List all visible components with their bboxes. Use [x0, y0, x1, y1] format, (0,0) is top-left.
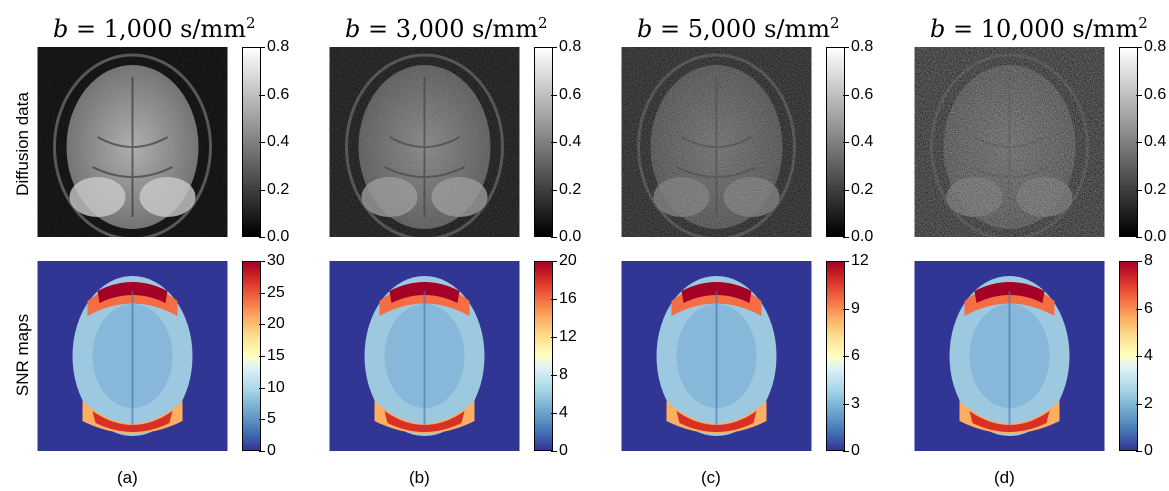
- colorbar-tick-label: 25: [259, 283, 285, 301]
- colorbar-tick-label: 0.6: [550, 85, 582, 103]
- colorbar-tick-label: 9: [843, 299, 860, 317]
- b-unit: s/mm: [172, 15, 247, 43]
- b-value: 3,000: [395, 15, 465, 43]
- snr-map-image: [37, 261, 228, 451]
- row-label-diffusion: Diffusion data: [13, 92, 32, 196]
- colorbar-tick-label: 0.6: [1135, 85, 1167, 103]
- column-title: b = 3,000 s/mm2: [345, 9, 548, 43]
- colorbar-tick-label: 4: [1136, 347, 1153, 364]
- colorbar-tick-label: 0.0: [550, 228, 582, 245]
- diffusion-image: [329, 47, 520, 237]
- colorbar-tick-label: 0.8: [550, 38, 582, 55]
- colorbar-tick-label: 0.4: [1135, 133, 1167, 150]
- diffusion-image: [914, 47, 1105, 237]
- snr-map-image: [914, 261, 1105, 451]
- colorbar-tick-label: 6: [843, 347, 860, 364]
- colorbar-tick-label: 0.0: [1135, 228, 1167, 245]
- colorbar-tick-label: 0.2: [258, 180, 290, 198]
- b-unit-exponent: 2: [246, 14, 256, 32]
- colorbar-tick-label: 0.2: [1135, 180, 1167, 198]
- equals: =: [68, 15, 104, 43]
- colorbar-tick-label: 15: [259, 347, 285, 364]
- snr-map-image: [329, 261, 520, 451]
- colorbar-tick-label: 16: [551, 290, 577, 307]
- b-value: 5,000: [687, 15, 757, 43]
- row-label-snr: SNR maps: [13, 313, 32, 397]
- equals: =: [945, 15, 981, 43]
- colorbar-tick-label: 6: [1136, 299, 1153, 317]
- snr-colorbar: [534, 261, 553, 451]
- column-title: b = 5,000 s/mm2: [637, 9, 840, 43]
- colorbar-tick-label: 30: [259, 252, 285, 269]
- colorbar-tick-label: 0.8: [258, 38, 290, 55]
- subfigure-caption: (a): [117, 468, 138, 487]
- b-symbol: b: [637, 15, 653, 43]
- column-title: b = 10,000 s/mm2: [930, 9, 1148, 43]
- snr-map-image: [621, 261, 812, 451]
- b-symbol: b: [930, 15, 946, 43]
- b-unit: s/mm: [464, 15, 539, 43]
- column-title: b = 1,000 s/mm2: [53, 9, 256, 43]
- colorbar-tick-label: 0: [551, 442, 568, 459]
- equals: =: [360, 15, 396, 43]
- b-symbol: b: [53, 15, 69, 43]
- colorbar-tick-label: 0: [843, 442, 860, 459]
- subfigure-caption: (d): [994, 468, 1015, 487]
- b-value: 10,000: [980, 15, 1065, 43]
- b-value: 1,000: [103, 15, 173, 43]
- b-unit-exponent: 2: [830, 14, 840, 32]
- diffusion-image: [621, 47, 812, 237]
- subfigure-caption: (c): [701, 468, 721, 487]
- colorbar-tick-label: 0.2: [842, 180, 874, 198]
- b-unit: s/mm: [1064, 15, 1139, 43]
- colorbar-tick-label: 0.0: [842, 228, 874, 245]
- colorbar-tick-label: 3: [843, 394, 860, 412]
- colorbar-tick-label: 0.8: [1135, 38, 1167, 55]
- colorbar-tick-label: 0.6: [842, 85, 874, 103]
- colorbar-tick-label: 0.8: [842, 38, 874, 55]
- colorbar-tick-label: 0.6: [258, 85, 290, 103]
- colorbar-tick-label: 12: [843, 252, 869, 269]
- colorbar-tick-label: 12: [551, 328, 577, 345]
- colorbar-tick-label: 8: [1136, 252, 1153, 269]
- b-unit-exponent: 2: [538, 14, 548, 32]
- b-unit-exponent: 2: [1138, 14, 1148, 32]
- colorbar-tick-label: 5: [259, 410, 276, 428]
- b-unit: s/mm: [756, 15, 831, 43]
- colorbar-tick-label: 0.2: [550, 180, 582, 198]
- colorbar-tick-label: 20: [259, 315, 285, 333]
- colorbar-tick-label: 4: [551, 404, 568, 421]
- colorbar-tick-label: 20: [551, 252, 577, 269]
- colorbar-tick-label: 0.4: [842, 133, 874, 150]
- colorbar-tick-label: 0.4: [550, 133, 582, 150]
- equals: =: [652, 15, 688, 43]
- diffusion-image: [37, 47, 228, 237]
- b-symbol: b: [345, 15, 361, 43]
- colorbar-tick-label: 0: [1136, 442, 1153, 459]
- colorbar-tick-label: 2: [1136, 394, 1153, 412]
- colorbar-tick-label: 0.0: [258, 228, 290, 245]
- colorbar-tick-label: 10: [259, 378, 285, 396]
- colorbar-tick-label: 0: [259, 442, 276, 459]
- subfigure-caption: (b): [409, 468, 430, 487]
- colorbar-tick-label: 8: [551, 366, 568, 383]
- colorbar-tick-label: 0.4: [258, 133, 290, 150]
